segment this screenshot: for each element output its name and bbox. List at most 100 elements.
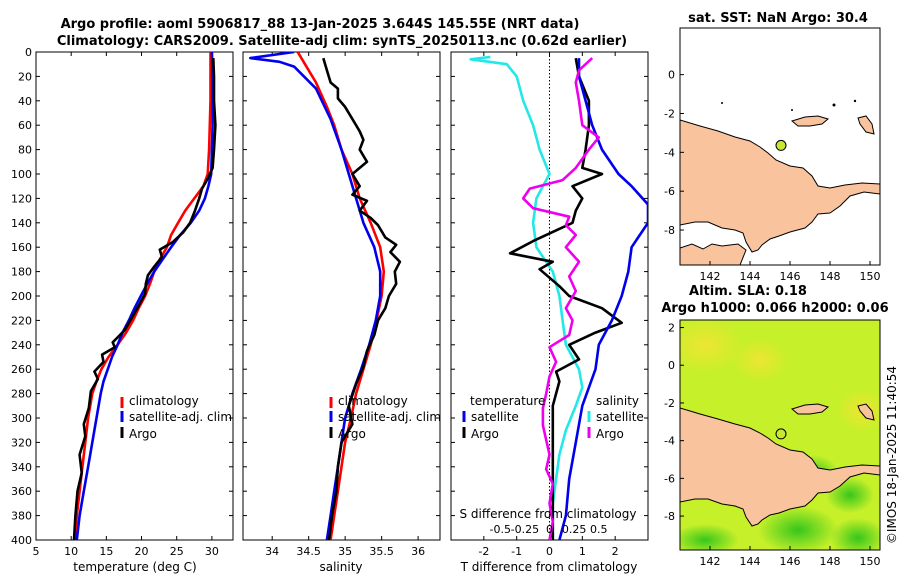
difference-series (469, 55, 648, 540)
temperature-diff-legend: temperature satellite Argo (462, 394, 545, 441)
temperature-legend: climatology satellite-adj. clim Argo (120, 394, 232, 441)
sst-map-panel: sat. SST: NaN Argo: 30.4 142 144 146 148 150… (664, 11, 881, 283)
legend-label-t-argo: Argo (471, 427, 499, 441)
legend-label-climatology: climatology (129, 394, 199, 408)
salinity-series (249, 52, 402, 540)
sla-low-patch (758, 506, 838, 550)
map-y-tick-label: 0 (668, 69, 675, 82)
y-tick-label: 140 (11, 217, 32, 230)
legend-label-argo: Argo (338, 427, 366, 441)
sst-map-land (680, 99, 880, 265)
y-tick-label: 120 (11, 192, 32, 205)
island-new-britain (790, 115, 830, 127)
island-speck (721, 102, 723, 104)
series-line-s-argo (521, 57, 601, 540)
map-x-tick-label: 150 (860, 555, 881, 568)
difference-xlabel: T difference from climatology (460, 560, 638, 574)
map-x-tick-label: 142 (700, 555, 721, 568)
legend-label-t-satellite: satellite (471, 410, 519, 424)
map-x-tick-label: 144 (740, 270, 761, 283)
y-tick-label: 80 (18, 144, 32, 157)
map-y-tick-label: -6 (664, 185, 675, 198)
new-guinea-landmass (680, 407, 880, 527)
series-line-t-argo (508, 57, 623, 540)
map-y-tick-label: -6 (664, 472, 675, 485)
sla-high-patch (680, 320, 745, 373)
top-tick-label: 0 (546, 523, 553, 536)
figure-title-line2: Climatology: CARS2009. Satellite-adj cli… (57, 34, 627, 49)
map-y-tick-label: 0 (668, 359, 675, 372)
map-x-tick-label: 148 (820, 270, 841, 283)
map-x-tick-label: 142 (700, 270, 721, 283)
y-tick-label: 100 (11, 168, 32, 181)
x-tick-label: 20 (135, 545, 149, 558)
y-tick-label: 380 (11, 510, 32, 523)
map-x-tick-label: 146 (780, 270, 801, 283)
salinity-xlabel: salinity (319, 560, 362, 574)
new-guinea-landmass (680, 119, 880, 253)
sla-field (680, 320, 880, 550)
legend-label-satellite: satellite-adj. clim (129, 410, 232, 424)
x-tick-label: 34.5 (296, 545, 321, 558)
australia-landmass (680, 243, 747, 265)
x-tick-label: 5 (33, 545, 40, 558)
x-tick-label: 25 (170, 545, 184, 558)
island-speck (853, 99, 857, 103)
difference-axes-box (450, 51, 649, 541)
argo-location-marker (775, 428, 787, 440)
x-tick-label: 10 (64, 545, 78, 558)
x-tick-label: 35.5 (369, 545, 394, 558)
temperature-axis-ticks: 5 10 15 20 25 3002040608010012014016018020022… (11, 46, 233, 558)
island-new-britain (790, 403, 830, 415)
salinity-panel: 34 34.5 35 35.5 36 salinity climatology sate… (242, 51, 441, 574)
sla-map-frame (679, 319, 881, 551)
legend-label-s-argo: Argo (596, 427, 624, 441)
top-axis-ticklabels: -0.5 -0.25 0 0.25 0.5 (490, 523, 608, 536)
top-tick-label: -0.25 (511, 523, 539, 536)
sst-map-ticks: 142 144 146 148 150 0 -2 -4 -6 -8 (664, 69, 880, 283)
map-y-tick-label: -8 (664, 224, 675, 237)
sla-map-title-line1: Altim. SLA: 0.18 (689, 284, 807, 299)
series-line-argo (72, 58, 217, 540)
legend-heading-temperature: temperature (470, 394, 545, 408)
map-x-tick-label: 144 (740, 555, 761, 568)
y-tick-label: 180 (11, 266, 32, 279)
y-tick-label: 260 (11, 363, 32, 376)
temperature-panel: 5 10 15 20 25 3002040608010012014016018020022… (11, 46, 234, 574)
x-tick-label: 0 (546, 545, 553, 558)
x-tick-label: 34 (265, 545, 279, 558)
x-tick-label: -2 (478, 545, 489, 558)
y-tick-label: 60 (18, 119, 32, 132)
island-speck (791, 109, 793, 111)
top-tick-label: 0.5 (590, 523, 608, 536)
sla-map-ticks: 142 144 146 148 150 2 0 -2 -4 -6 -8 (664, 322, 880, 568)
y-tick-label: 240 (11, 339, 32, 352)
legend-label-satellite: satellite-adj. clim (338, 410, 441, 424)
x-tick-label: -1 (511, 545, 522, 558)
island-speck (832, 103, 836, 107)
map-x-tick-label: 150 (860, 270, 881, 283)
salinity-diff-legend: salinity satellite Argo (587, 394, 644, 441)
legend-label-climatology: climatology (338, 394, 408, 408)
sla-map-title-line2: Argo h1000: 0.066 h2000: 0.06 (661, 301, 888, 316)
temperature-series (72, 52, 217, 540)
legend-label-s-satellite: satellite (596, 410, 644, 424)
temperature-axes-box (35, 51, 234, 541)
sst-map-title: sat. SST: NaN Argo: 30.4 (688, 11, 868, 26)
difference-panel: -2 -1 0 1 2 S difference from climatology -0… (450, 51, 649, 574)
series-line-s-satellite (558, 58, 648, 540)
difference-axis-ticks: -2 -1 0 1 2 (451, 51, 648, 558)
y-tick-label: 360 (11, 485, 32, 498)
top-tick-label: -0.5 (490, 523, 511, 536)
map-y-tick-label: -4 (664, 435, 675, 448)
y-tick-label: 160 (11, 241, 32, 254)
y-tick-label: 340 (11, 461, 32, 474)
sla-map-panel: Altim. SLA: 0.18 Argo h1000: 0.066 h2000… (661, 284, 888, 568)
y-tick-label: 280 (11, 388, 32, 401)
y-tick-label: 300 (11, 412, 32, 425)
sla-high-patch (732, 338, 788, 382)
map-x-tick-label: 146 (780, 555, 801, 568)
map-y-tick-label: 2 (668, 322, 675, 335)
x-tick-label: 36 (411, 545, 425, 558)
